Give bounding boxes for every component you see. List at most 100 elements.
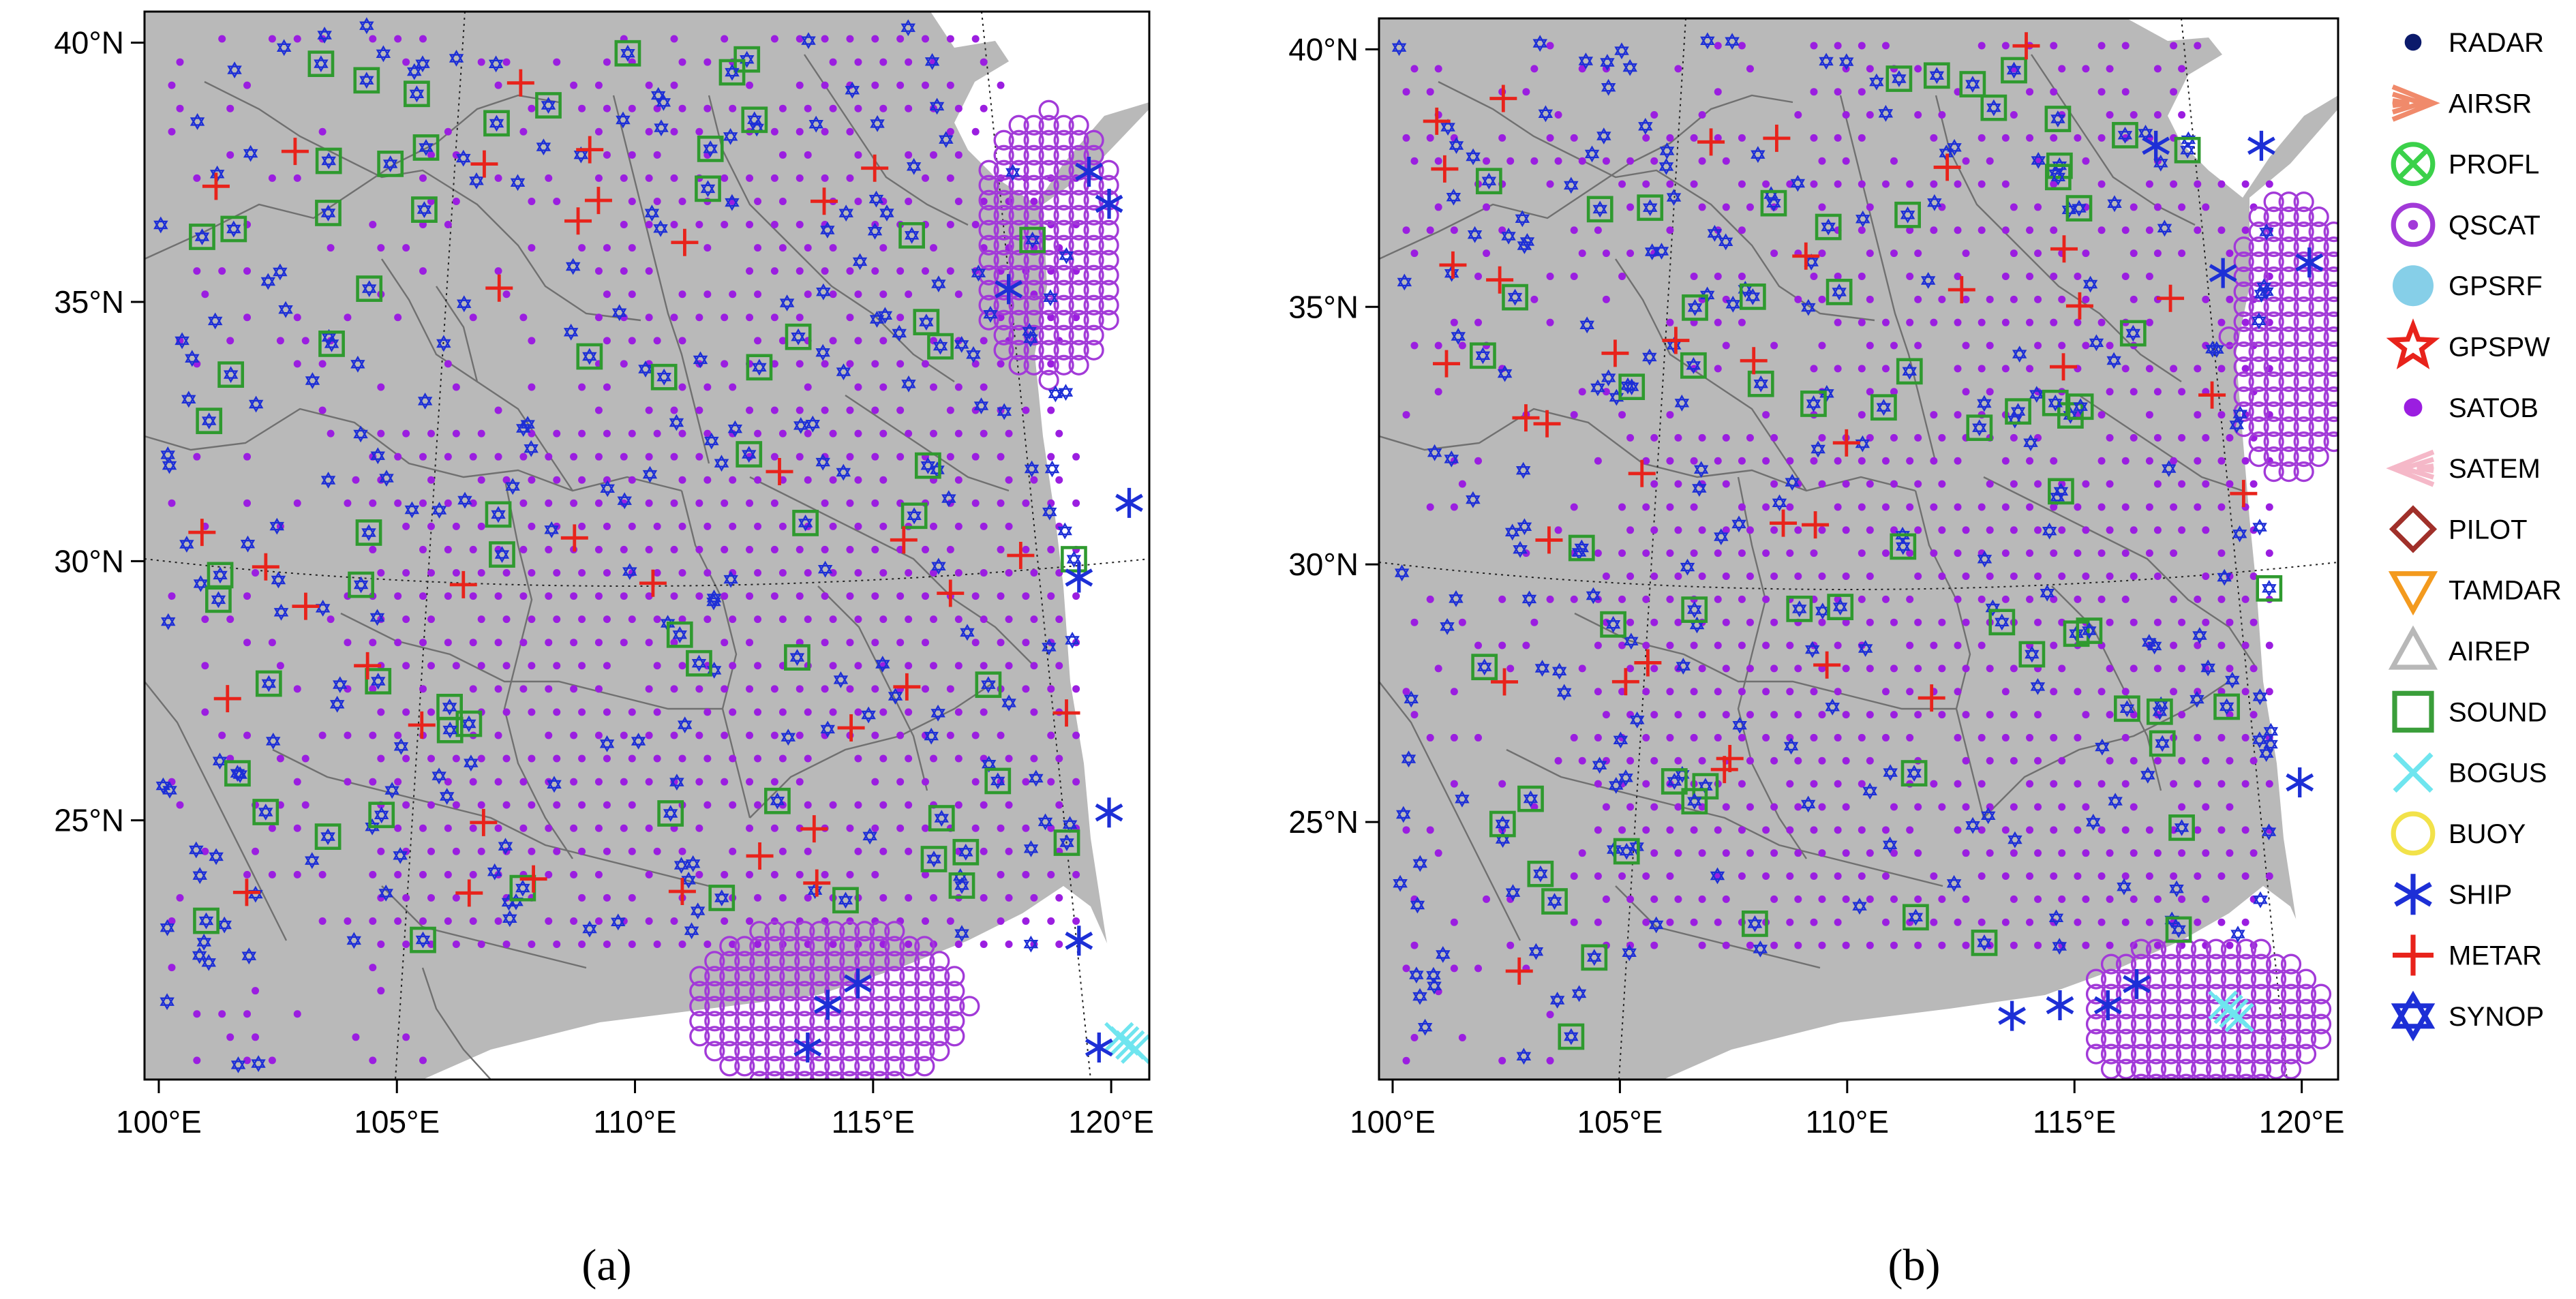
satob-point bbox=[1570, 134, 1578, 142]
qscat-point bbox=[749, 1056, 770, 1077]
qscat-point bbox=[854, 981, 875, 1002]
synop-point bbox=[547, 776, 562, 793]
satob-point bbox=[369, 499, 377, 507]
satob-point bbox=[1866, 295, 1874, 303]
satob-point bbox=[721, 639, 729, 647]
synop-point bbox=[1687, 299, 1703, 316]
synop-point bbox=[1753, 375, 1768, 393]
metar-point bbox=[576, 136, 604, 164]
satob-point bbox=[871, 360, 879, 368]
satob-point bbox=[2130, 295, 2138, 303]
satob-point bbox=[854, 476, 862, 484]
satob-point bbox=[1698, 203, 1706, 211]
synop-point bbox=[1523, 790, 1539, 808]
synop-point bbox=[714, 889, 729, 906]
satob-point bbox=[2178, 618, 2186, 626]
satob-point bbox=[721, 778, 729, 786]
satob-point bbox=[2097, 180, 2106, 188]
metar-point bbox=[890, 526, 918, 554]
satob-point bbox=[1978, 595, 1986, 603]
qscat-point bbox=[794, 966, 815, 987]
qscat-point bbox=[1083, 249, 1104, 271]
satob-point bbox=[2153, 572, 2162, 580]
satob-point bbox=[695, 824, 703, 832]
qscat-point bbox=[1098, 249, 1119, 271]
qscat-point bbox=[2293, 461, 2314, 483]
metar-point bbox=[1432, 350, 1460, 378]
synop-point bbox=[1023, 840, 1039, 857]
legend-label: SOUND bbox=[2449, 697, 2547, 727]
synop-point bbox=[870, 114, 885, 132]
synop-point bbox=[1037, 813, 1053, 831]
synop-point bbox=[1571, 985, 1587, 1003]
satob-point bbox=[2010, 203, 2018, 211]
satob-point bbox=[746, 406, 754, 414]
satob-point bbox=[419, 824, 427, 832]
satob-point bbox=[578, 801, 586, 809]
satob-point bbox=[1746, 849, 1754, 857]
synop-point bbox=[240, 535, 256, 553]
synop-point bbox=[1806, 395, 1821, 412]
observations-panel-a bbox=[153, 17, 1149, 1080]
satob-point bbox=[1962, 757, 1970, 765]
synop-point bbox=[379, 470, 394, 487]
x-tick-label: 120°E bbox=[2259, 1104, 2345, 1140]
satob-point bbox=[703, 941, 712, 949]
satob-point bbox=[1978, 365, 1986, 373]
qscat-point bbox=[1038, 129, 1059, 151]
synop-point bbox=[541, 97, 556, 114]
satob-point bbox=[1714, 318, 1722, 326]
qscat-point bbox=[809, 936, 830, 957]
satob-point bbox=[1714, 826, 1722, 834]
satob-point bbox=[620, 174, 628, 182]
qscat-point bbox=[2085, 1043, 2107, 1065]
satob-point bbox=[1402, 688, 1410, 696]
metar-point bbox=[519, 865, 547, 893]
satob-point bbox=[2265, 180, 2273, 188]
satob-point bbox=[452, 893, 460, 902]
satob-point bbox=[1762, 503, 1770, 511]
synop-point bbox=[954, 335, 969, 353]
satob-point bbox=[1674, 895, 1682, 903]
satob-point bbox=[1666, 918, 1674, 926]
satob-point bbox=[2001, 134, 2010, 142]
qscat-point bbox=[993, 159, 1014, 181]
qscat-point bbox=[1068, 114, 1089, 136]
satob-point bbox=[1794, 711, 1802, 719]
satob-point bbox=[678, 847, 686, 855]
satob-point bbox=[922, 778, 929, 786]
legend-label: GPSPW bbox=[2449, 333, 2550, 363]
satob-point bbox=[477, 847, 485, 855]
synop-point bbox=[415, 931, 431, 949]
synop-point bbox=[1629, 711, 1645, 729]
synop-point bbox=[1619, 842, 1634, 860]
satob-point bbox=[721, 221, 729, 229]
satob-point bbox=[201, 290, 209, 299]
satob-point bbox=[1954, 365, 1962, 373]
satob-point bbox=[502, 754, 511, 763]
satob-point bbox=[721, 174, 729, 182]
legend-item-radar: RADAR bbox=[2404, 28, 2544, 58]
satob-point bbox=[854, 662, 862, 670]
satob-point bbox=[628, 708, 636, 716]
satob-point bbox=[594, 685, 603, 693]
synop-point bbox=[582, 920, 597, 938]
satob-point bbox=[905, 58, 913, 66]
synop-point bbox=[1451, 328, 1466, 345]
qscat-point bbox=[764, 981, 785, 1002]
satob-point bbox=[645, 545, 653, 553]
satob-point bbox=[703, 383, 712, 391]
sound-point bbox=[1568, 534, 1595, 562]
qscat-point bbox=[2100, 1028, 2122, 1050]
qscat-point bbox=[1068, 279, 1089, 301]
satob-point bbox=[2178, 757, 2186, 765]
satob-point bbox=[502, 708, 511, 716]
satob-point bbox=[2001, 180, 2010, 188]
satob-point bbox=[930, 522, 937, 530]
satob-point bbox=[954, 197, 963, 205]
metar-point bbox=[1512, 404, 1540, 432]
satob-point bbox=[477, 58, 485, 66]
satob-point bbox=[1986, 157, 1994, 165]
satob-point bbox=[494, 639, 502, 647]
satob-point bbox=[678, 337, 686, 345]
